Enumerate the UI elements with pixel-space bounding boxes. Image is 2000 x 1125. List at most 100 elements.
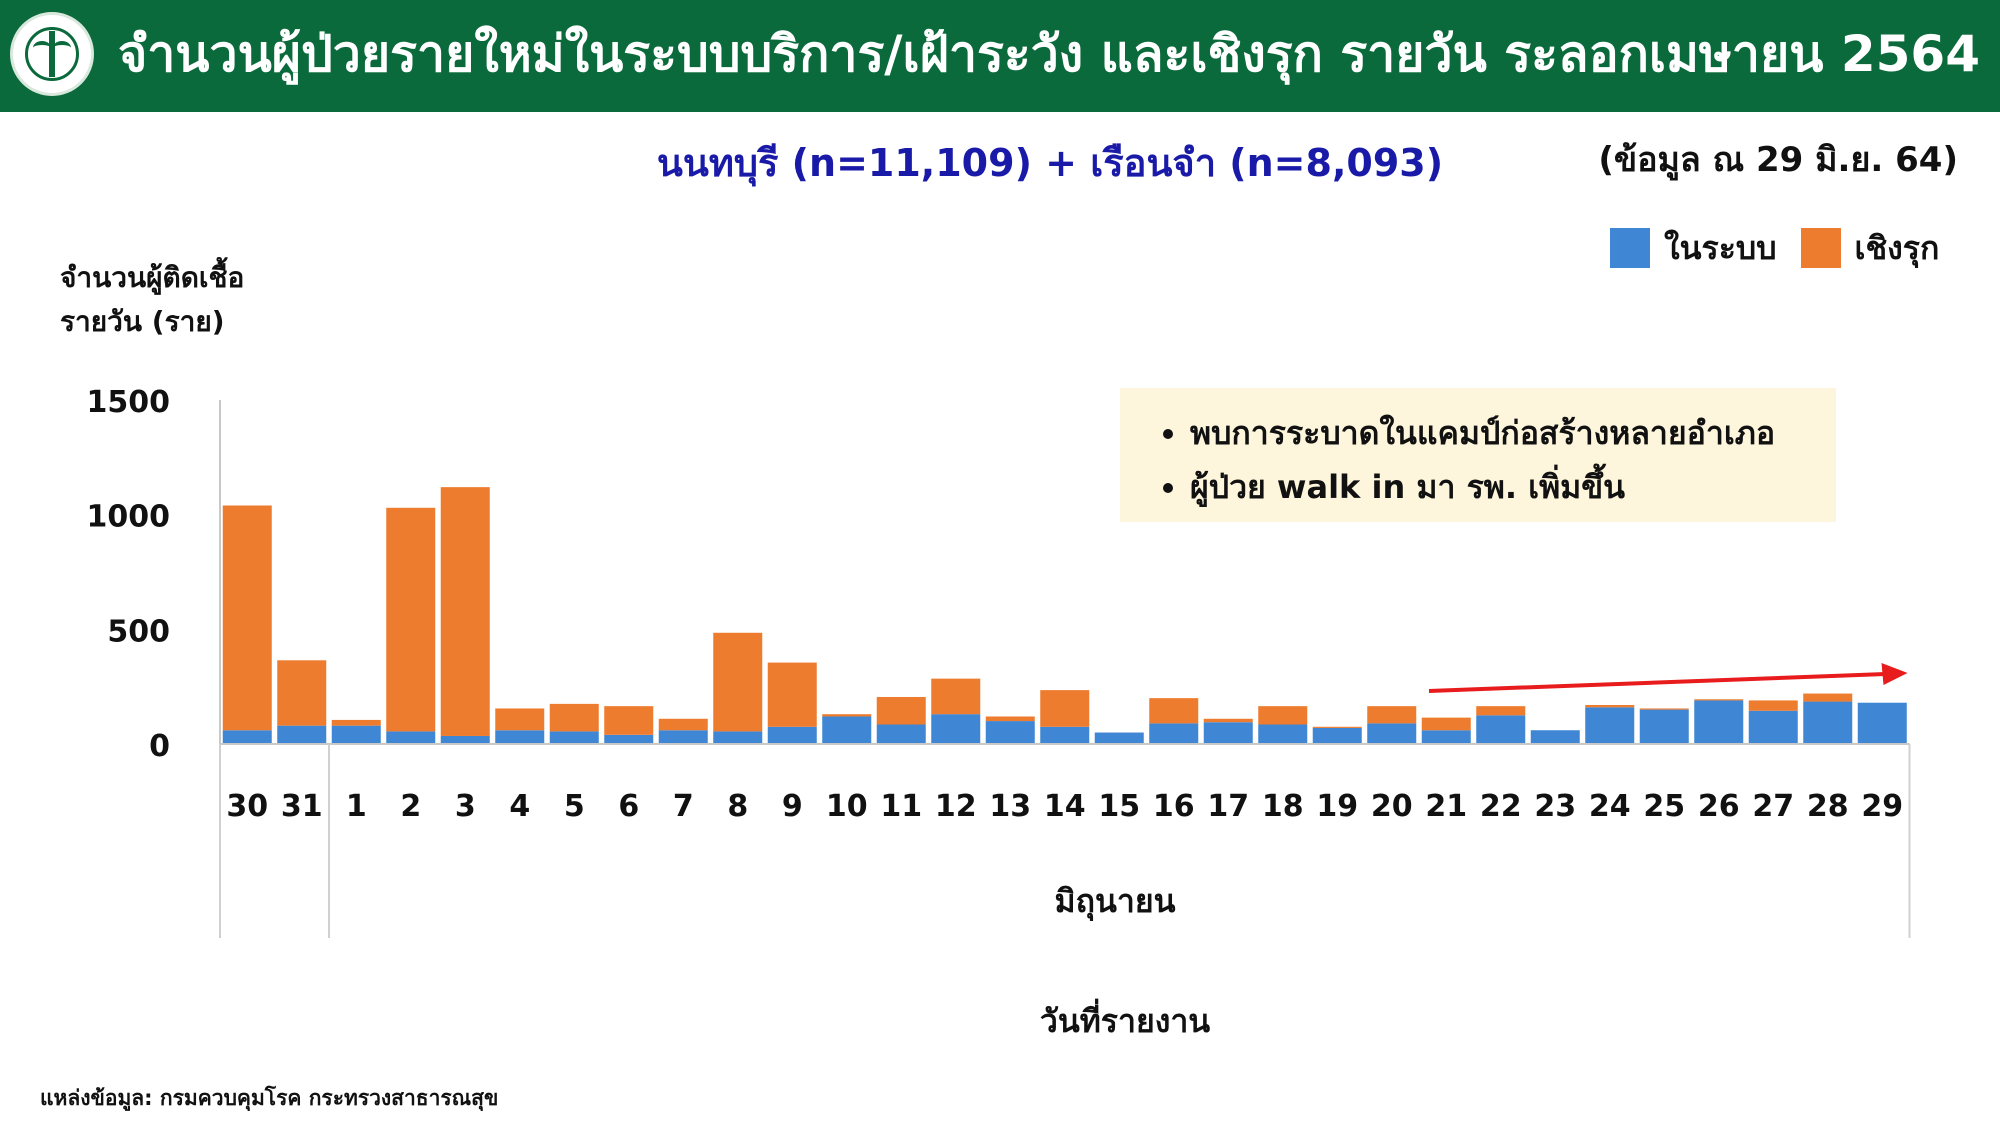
y-tick-label: 1500 — [87, 385, 171, 420]
x-tick-label: 4 — [509, 789, 530, 824]
bar-proactive — [386, 507, 436, 732]
bar-in-system — [331, 725, 381, 744]
x-tick-label: 30 — [226, 789, 268, 824]
y-tick-label: 500 — [107, 614, 170, 649]
bar-in-system — [1803, 701, 1853, 744]
x-tick-label: 19 — [1316, 789, 1358, 824]
callout-bullet-2: ผู้ป่วย walk in มา รพ. เพิ่มขึ้น — [1190, 460, 1836, 514]
x-tick-label: 22 — [1480, 789, 1522, 824]
bar-proactive — [876, 696, 926, 725]
x-tick-label: 20 — [1371, 789, 1413, 824]
bar-proactive — [1476, 706, 1526, 716]
x-tick-label: 12 — [935, 789, 977, 824]
bar-in-system — [931, 714, 981, 744]
y-axis-label: จำนวนผู้ติดเชื้อ รายวัน (ราย) — [60, 256, 244, 344]
trend-arrow-head — [1881, 663, 1908, 685]
x-tick-label: 14 — [1044, 789, 1086, 824]
x-tick-label: 29 — [1861, 789, 1903, 824]
bar-proactive — [222, 505, 272, 731]
legend-label-proactive: เชิงรุก — [1854, 228, 1940, 267]
bar-proactive — [1040, 690, 1090, 727]
x-tick-label: 6 — [618, 789, 639, 824]
x-tick-label: 15 — [1098, 789, 1140, 824]
x-axis-month-label: มิถุนายน — [1054, 882, 1176, 920]
y-axis-label-line2: รายวัน (ราย) — [60, 305, 225, 338]
bar-in-system — [1040, 726, 1090, 744]
bar-proactive — [1421, 717, 1471, 731]
ministry-logo-icon — [10, 12, 94, 96]
legend-item-proactive: เชิงรุก — [1800, 223, 1940, 274]
bar-proactive — [1803, 693, 1853, 702]
bar-in-system — [1530, 730, 1580, 744]
x-tick-label: 1 — [346, 789, 367, 824]
x-tick-label: 8 — [727, 789, 748, 824]
bar-proactive — [658, 718, 708, 731]
bar-in-system — [1367, 723, 1417, 744]
bar-in-system — [713, 731, 763, 744]
bar-proactive — [931, 678, 981, 715]
header-bar: จำนวนผู้ป่วยรายใหม่ในระบบบริการ/เฝ้าระวั… — [0, 0, 2000, 112]
x-tick-label: 25 — [1643, 789, 1685, 824]
x-tick-label: 13 — [989, 789, 1031, 824]
bar-proactive — [985, 716, 1035, 722]
trend-arrow-line — [1428, 672, 1886, 693]
x-tick-label: 18 — [1262, 789, 1304, 824]
y-tick-label: 1000 — [87, 500, 171, 535]
chart-subtitle: นนทบุรี (n=11,109) + เรือนจำ (n=8,093) — [656, 141, 1444, 185]
data-source-note: แหล่งข้อมูล: กรมควบคุมโรค กระทรวงสาธารณส… — [40, 1086, 499, 1110]
bar-in-system — [1421, 730, 1471, 744]
x-tick-label: 11 — [880, 789, 922, 824]
bar-in-system — [1203, 722, 1253, 744]
bar-in-system — [658, 730, 708, 744]
x-tick-label: 3 — [455, 789, 476, 824]
bar-in-system — [1258, 724, 1308, 744]
x-tick-label: 10 — [826, 789, 868, 824]
bar-proactive — [1694, 699, 1744, 701]
bar-in-system — [1694, 700, 1744, 744]
x-axis-title: วันที่รายงาน — [1039, 1002, 1211, 1040]
x-tick-label: 23 — [1534, 789, 1576, 824]
legend-label-in-system: ในระบบ — [1664, 228, 1777, 267]
y-tick-label: 0 — [149, 729, 170, 764]
bar-in-system — [1748, 710, 1798, 744]
x-tick-label: 5 — [564, 789, 585, 824]
x-tick-label: 21 — [1425, 789, 1467, 824]
x-tick-label: 28 — [1807, 789, 1849, 824]
x-tick-label: 26 — [1698, 789, 1740, 824]
bar-proactive — [822, 714, 872, 717]
bar-in-system — [985, 721, 1035, 744]
bar-in-system — [549, 731, 599, 744]
bar-in-system — [1639, 709, 1689, 744]
callout-box: พบการระบาดในแคมป์ก่อสร้างหลายอำเภอ ผู้ป่… — [1120, 388, 1836, 522]
bar-proactive — [1748, 700, 1798, 711]
bar-proactive — [495, 708, 545, 731]
chart-legend: ในระบบ เชิงรุก — [1610, 226, 1949, 270]
bar-proactive — [1367, 706, 1417, 724]
bar-in-system — [277, 725, 327, 744]
bar-in-system — [1857, 702, 1907, 744]
bar-in-system — [1149, 723, 1199, 744]
bar-in-system — [822, 716, 872, 744]
logo-wing-left — [33, 41, 51, 55]
bar-proactive — [1149, 698, 1199, 724]
page-title: จำนวนผู้ป่วยรายใหม่ในระบบบริการ/เฝ้าระวั… — [117, 25, 1980, 83]
bar-in-system — [767, 726, 817, 744]
bar-in-system — [440, 735, 490, 744]
logo-staff — [49, 31, 55, 77]
legend-item-in-system: ในระบบ — [1610, 223, 1777, 274]
bar-in-system — [604, 734, 654, 744]
data-as-of-date: (ข้อมูล ณ 29 มิ.ย. 64) — [1598, 140, 1958, 180]
x-tick-label: 31 — [281, 789, 323, 824]
bar-in-system — [386, 731, 436, 744]
bar-proactive — [549, 703, 599, 732]
bar-in-system — [1585, 707, 1635, 744]
bar-in-system — [1094, 732, 1144, 744]
bar-proactive — [713, 632, 763, 732]
bar-in-system — [222, 730, 272, 744]
bar-proactive — [1312, 726, 1362, 728]
bar-proactive — [331, 719, 381, 726]
bar-proactive — [1203, 718, 1253, 723]
x-tick-label: 24 — [1589, 789, 1631, 824]
bar-proactive — [1639, 708, 1689, 710]
